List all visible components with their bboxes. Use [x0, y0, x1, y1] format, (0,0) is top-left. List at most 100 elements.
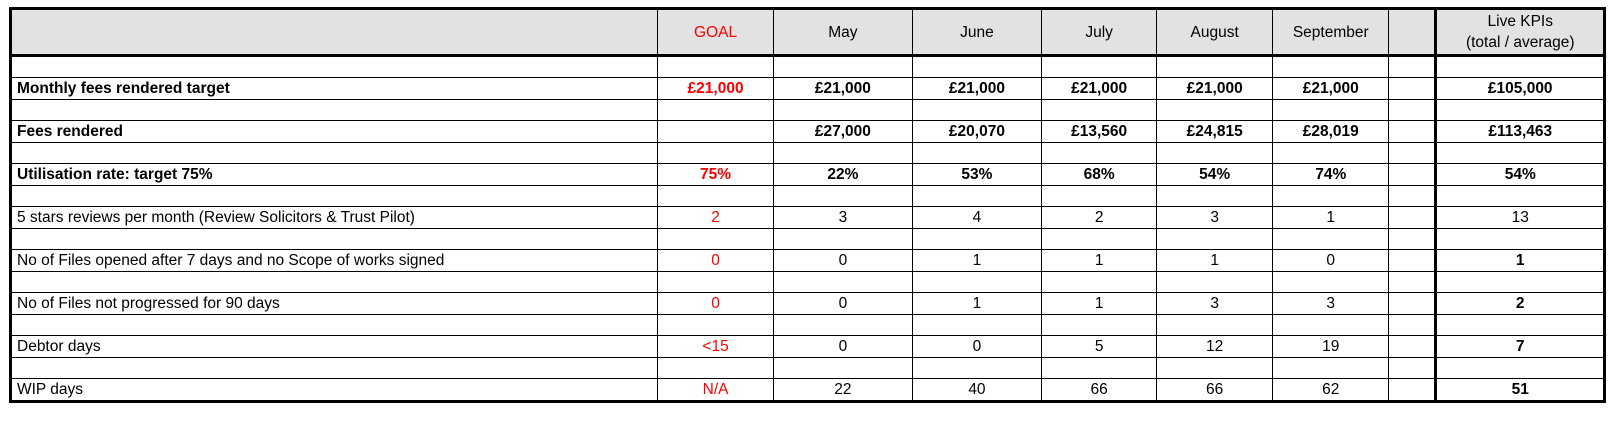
empty-cell [1434, 228, 1606, 250]
empty-cell [1272, 271, 1390, 293]
kpi-table: GOAL May June July August September Live… [8, 7, 1606, 403]
header-month-may: May [773, 7, 913, 57]
empty-cell [8, 314, 659, 336]
empty-cell [1388, 99, 1437, 121]
month-value-cell: 40 [911, 378, 1043, 403]
month-value-cell: 5 [1041, 335, 1158, 358]
empty-cell [1156, 357, 1274, 379]
empty-cell [911, 357, 1043, 379]
empty-cell [773, 142, 913, 164]
empty-cell [8, 55, 659, 78]
empty-cell [1434, 314, 1606, 336]
row-utilisation: Utilisation rate: target 75% 75% 22% 53% 68%… [8, 163, 1606, 186]
month-value-cell: 66 [1156, 378, 1274, 403]
empty-cell [8, 271, 659, 293]
empty-cell [657, 228, 775, 250]
month-value-cell: 3 [1156, 206, 1274, 229]
month-value-cell: 66 [1041, 378, 1158, 403]
empty-cell [1388, 55, 1437, 78]
empty-cell [1272, 357, 1390, 379]
empty-cell [773, 314, 913, 336]
month-value-cell: 22% [773, 163, 913, 186]
gap-cell [1388, 120, 1437, 143]
month-value-cell: 12 [1156, 335, 1274, 358]
gap-cell [1388, 163, 1437, 186]
empty-cell [1272, 228, 1390, 250]
empty-cell [1388, 314, 1437, 336]
row-fees-target: Monthly fees rendered target £21,000 £21,0… [8, 77, 1606, 100]
empty-cell [657, 99, 775, 121]
month-value-cell: 0 [773, 249, 913, 272]
goal-cell: £21,000 [657, 77, 775, 100]
empty-cell [657, 185, 775, 207]
empty-cell [8, 99, 659, 121]
gap-cell [1388, 77, 1437, 100]
empty-cell [911, 99, 1043, 121]
empty-cell [1272, 99, 1390, 121]
month-value-cell: 3 [1156, 292, 1274, 315]
gap-cell [1388, 249, 1437, 272]
month-value-cell: 19 [1272, 335, 1390, 358]
empty-cell [8, 357, 659, 379]
month-value-cell: £24,815 [1156, 120, 1274, 143]
month-value-cell: 1 [911, 292, 1043, 315]
gap-cell [1388, 206, 1437, 229]
empty-cell [1156, 271, 1274, 293]
empty-cell [657, 357, 775, 379]
spacer-row [8, 271, 1606, 293]
row-label: WIP days [8, 378, 659, 403]
gap-cell [1388, 378, 1437, 403]
empty-cell [1041, 228, 1158, 250]
empty-cell [657, 271, 775, 293]
row-label: Monthly fees rendered target [8, 77, 659, 100]
empty-cell [657, 314, 775, 336]
spacer-row [8, 99, 1606, 121]
live-kpi-cell: 2 [1434, 292, 1606, 315]
row-files-not-progressed: No of Files not progressed for 90 days 0 0… [8, 292, 1606, 315]
empty-cell [8, 228, 659, 250]
empty-cell [773, 228, 913, 250]
month-value-cell: 1 [1272, 206, 1390, 229]
month-value-cell: 3 [773, 206, 913, 229]
month-value-cell: 2 [1041, 206, 1158, 229]
header-gap [1388, 7, 1437, 57]
header-live-kpis: Live KPIs (total / average) [1434, 7, 1606, 57]
goal-cell: 0 [657, 249, 775, 272]
empty-cell [1041, 55, 1158, 78]
empty-cell [1434, 185, 1606, 207]
empty-cell [1041, 99, 1158, 121]
month-value-cell: 3 [1272, 292, 1390, 315]
empty-cell [911, 228, 1043, 250]
row-debtor-days: Debtor days <15 0 0 5 12 19 7 [8, 335, 1606, 358]
row-fees-rendered: Fees rendered £27,000 £20,070 £13,560 £24,81… [8, 120, 1606, 143]
empty-cell [657, 142, 775, 164]
month-value-cell: 1 [911, 249, 1043, 272]
empty-cell [1388, 142, 1437, 164]
month-value-cell: 0 [773, 335, 913, 358]
row-label: No of Files not progressed for 90 days [8, 292, 659, 315]
spacer-row [8, 185, 1606, 207]
row-label: Fees rendered [8, 120, 659, 143]
month-value-cell: 54% [1156, 163, 1274, 186]
month-value-cell: £21,000 [1041, 77, 1158, 100]
spacer-row [8, 228, 1606, 250]
empty-cell [1156, 185, 1274, 207]
empty-cell [1434, 99, 1606, 121]
header-label-cell [8, 7, 659, 57]
kpi-body: Monthly fees rendered target £21,000 £21,0… [8, 55, 1606, 403]
empty-cell [1434, 55, 1606, 78]
header-row: GOAL May June July August September Live… [8, 7, 1606, 57]
header-live-line1: Live KPIs [1487, 13, 1553, 30]
goal-cell: 0 [657, 292, 775, 315]
month-value-cell: 62 [1272, 378, 1390, 403]
month-value-cell: 68% [1041, 163, 1158, 186]
empty-cell [1272, 314, 1390, 336]
header-goal: GOAL [657, 7, 775, 57]
header-month-august: August [1156, 7, 1274, 57]
spacer-row [8, 314, 1606, 336]
row-label: 5 stars reviews per month (Review Solici… [8, 206, 659, 229]
month-value-cell: 4 [911, 206, 1043, 229]
month-value-cell: £21,000 [1156, 77, 1274, 100]
empty-cell [1041, 314, 1158, 336]
month-value-cell: 74% [1272, 163, 1390, 186]
